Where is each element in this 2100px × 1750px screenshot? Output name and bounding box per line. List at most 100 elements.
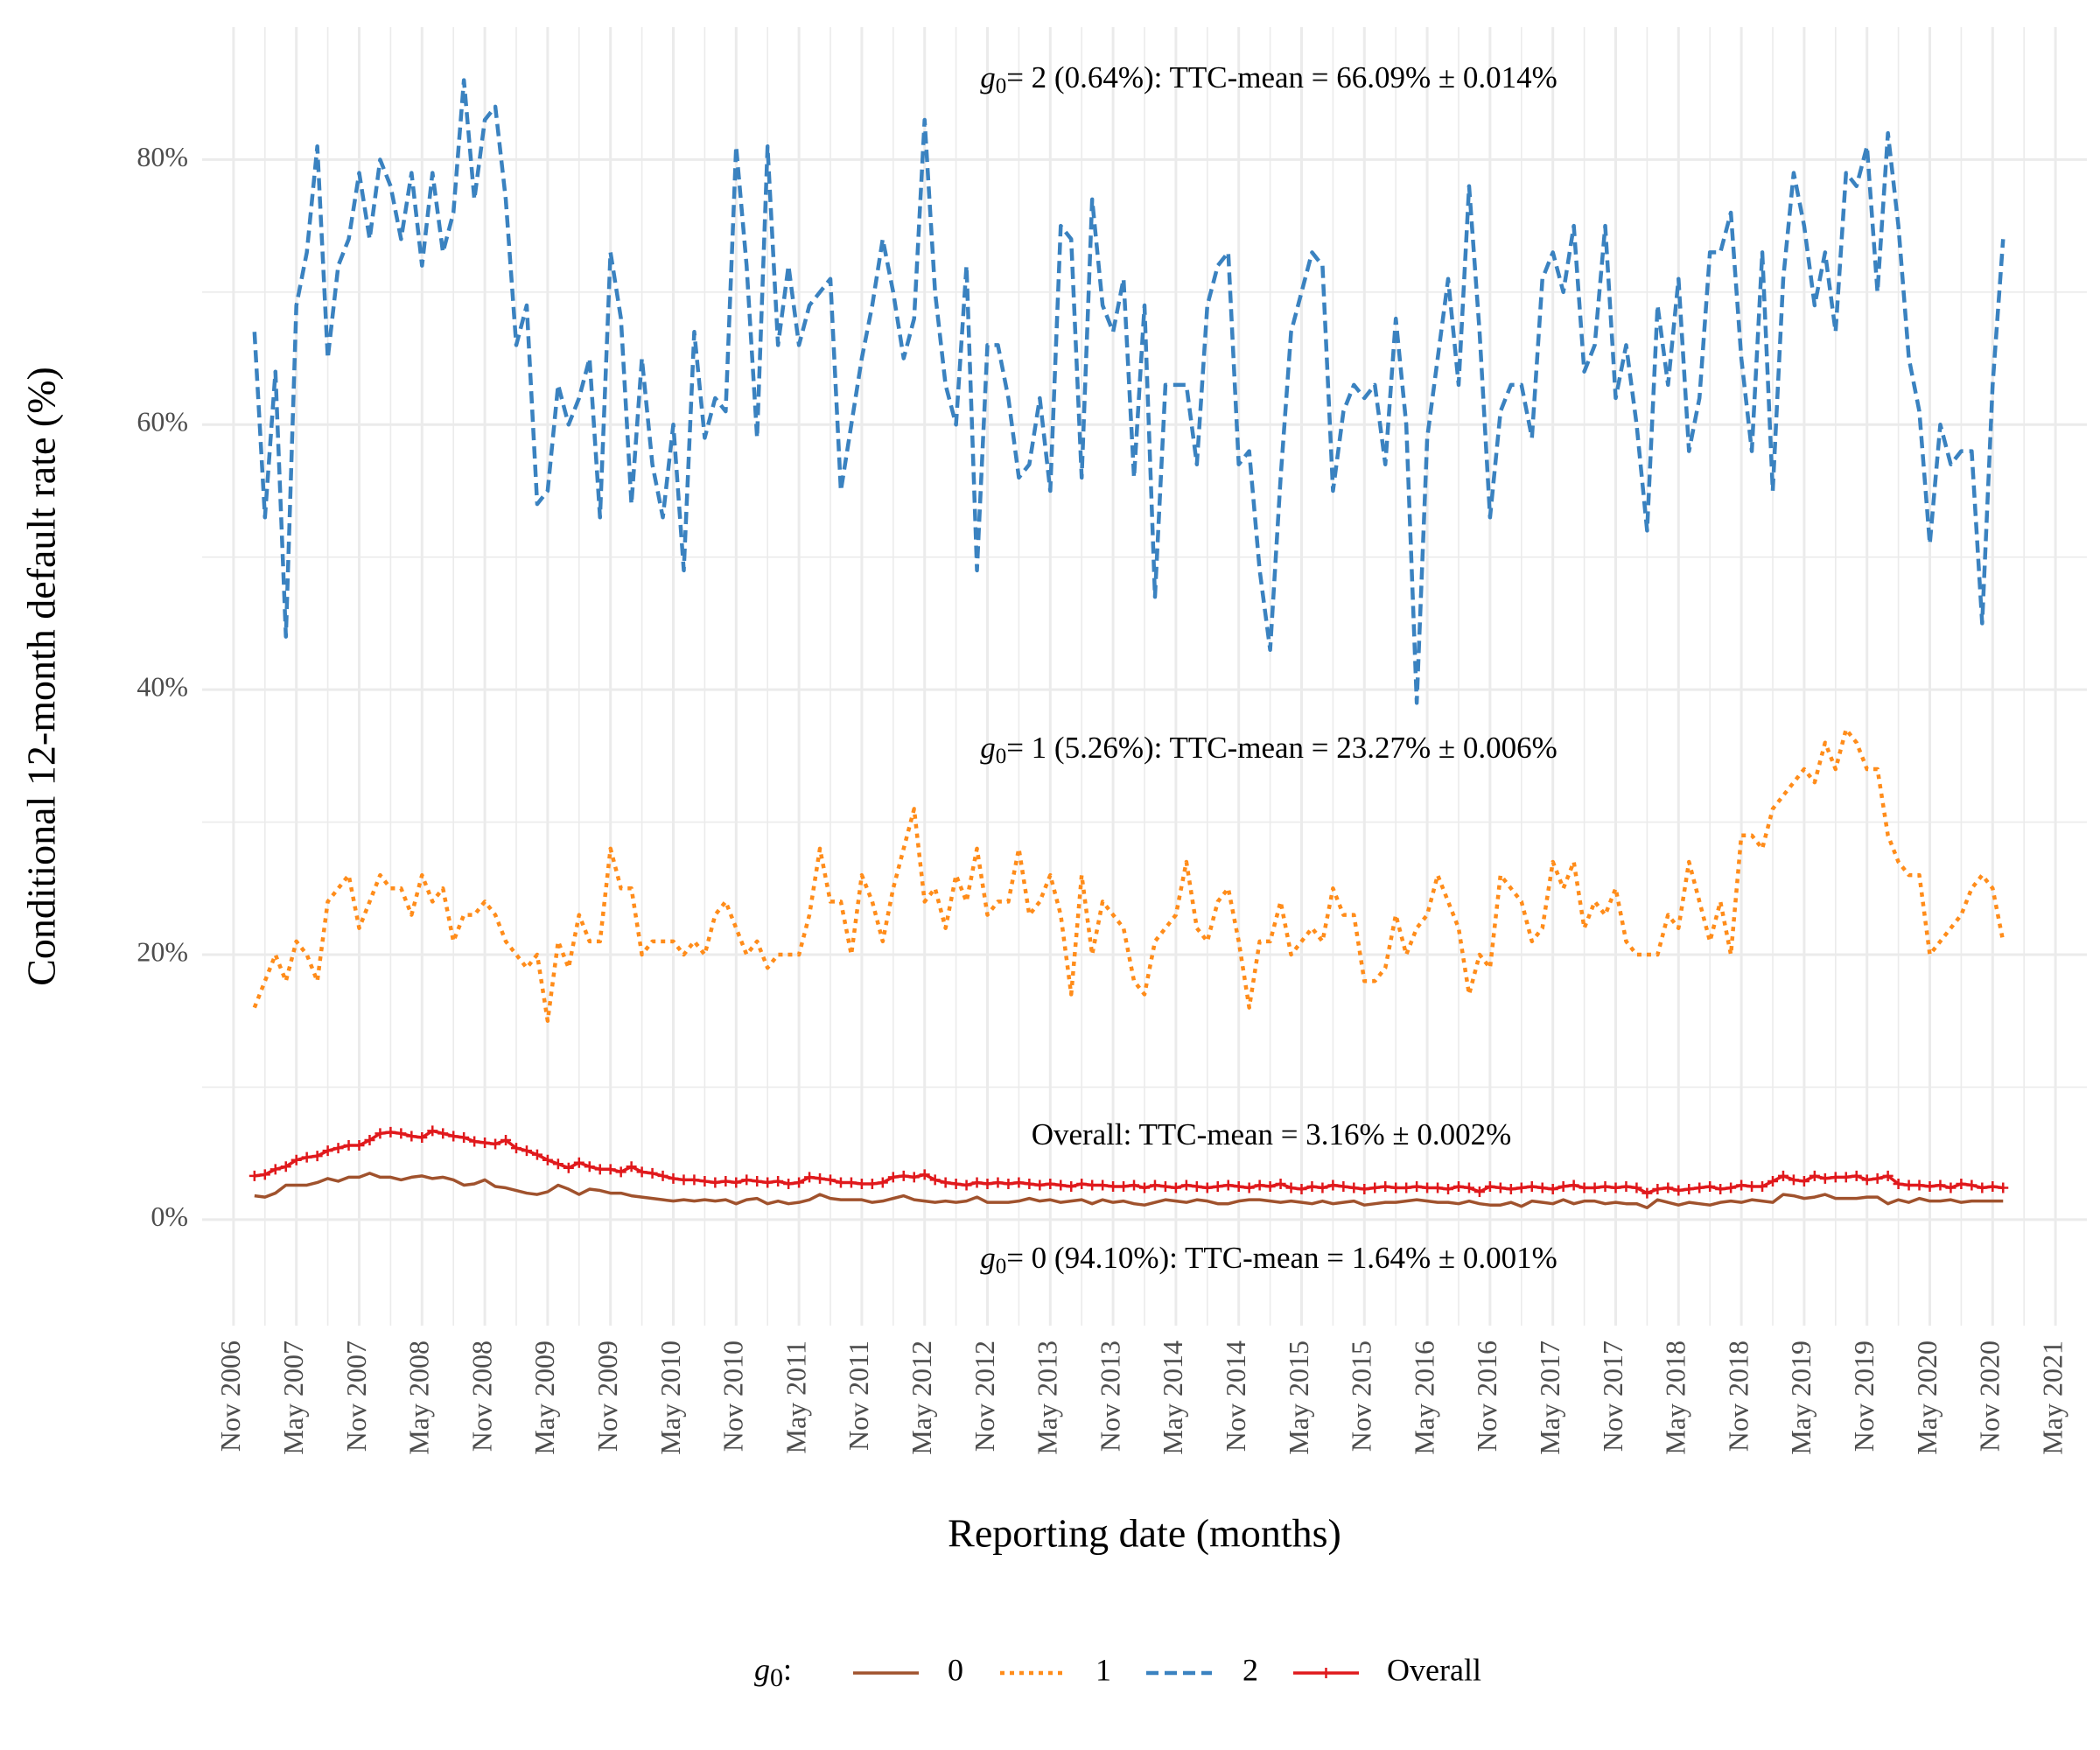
x-tick-label: Nov 2006 [214, 1340, 246, 1452]
point-marker [1159, 1181, 1171, 1192]
x-tick-label: May 2013 [1032, 1340, 1063, 1455]
annotation-text: = 0 (94.10%): TTC-mean = 1.64% ± 0.001% [1006, 1241, 1558, 1275]
point-marker [1547, 1184, 1558, 1195]
point-marker [1338, 1181, 1349, 1192]
point-marker [773, 1175, 784, 1186]
point-marker [908, 1172, 920, 1183]
annotation-subscript: 0 [996, 1255, 1007, 1278]
point-marker [1422, 1182, 1433, 1194]
legend-label: 0 [948, 1652, 963, 1687]
point-marker [919, 1169, 930, 1180]
point-marker [1149, 1180, 1160, 1191]
point-marker [815, 1172, 826, 1184]
point-marker [762, 1177, 774, 1188]
point-marker [521, 1145, 532, 1157]
point-marker [689, 1174, 700, 1186]
point-marker [1673, 1185, 1684, 1196]
point-marker [1966, 1180, 1978, 1191]
point-marker [1097, 1180, 1109, 1191]
point-marker [1024, 1178, 1035, 1189]
point-marker [374, 1128, 386, 1139]
point-marker [720, 1175, 732, 1186]
annotation: g0= 2 (0.64%): TTC-mean = 66.09% ± 0.014… [980, 60, 1558, 98]
annotation-subscript: 0 [996, 745, 1007, 768]
x-tick-label: Nov 2016 [1471, 1340, 1502, 1452]
x-tick-label: Nov 2018 [1722, 1340, 1754, 1452]
x-tick-label: May 2009 [528, 1340, 560, 1455]
point-marker [1746, 1181, 1758, 1192]
point-marker [678, 1174, 690, 1186]
point-marker [1704, 1181, 1716, 1192]
x-tick-label: May 2008 [403, 1340, 435, 1455]
point-marker [416, 1131, 428, 1143]
point-marker [594, 1164, 606, 1175]
point-marker [1233, 1181, 1244, 1192]
annotation: g0= 0 (94.10%): TTC-mean = 1.64% ± 0.001… [980, 1241, 1558, 1278]
point-marker [531, 1149, 542, 1160]
x-tick-label: May 2007 [277, 1340, 309, 1455]
x-tick-label: Nov 2010 [718, 1340, 749, 1452]
point-marker [1474, 1186, 1485, 1198]
point-marker [448, 1130, 459, 1142]
point-marker [898, 1170, 909, 1181]
point-marker [1296, 1184, 1307, 1195]
labels: 0% 20% 40% 60% 80% Nov 2006 May 2007 Nov 2007 Ma… [136, 60, 2068, 1455]
point-marker [1359, 1184, 1370, 1195]
point-marker [584, 1161, 595, 1172]
point-marker [1998, 1182, 2009, 1194]
point-marker [1118, 1181, 1130, 1192]
point-marker [1987, 1181, 1998, 1192]
point-marker [1977, 1182, 1988, 1194]
y-tick-label: 60% [136, 406, 188, 438]
point-marker [573, 1157, 584, 1168]
point-marker [1872, 1172, 1883, 1184]
point-marker [1798, 1175, 1810, 1186]
point-marker [1642, 1187, 1653, 1199]
point-marker [982, 1178, 993, 1189]
point-marker [1914, 1180, 1925, 1191]
point-marker [1275, 1178, 1286, 1189]
legend-label: 1 [1096, 1652, 1111, 1687]
point-marker [1432, 1182, 1444, 1194]
point-marker [1851, 1170, 1862, 1181]
point-marker [469, 1136, 480, 1147]
point-marker [290, 1154, 302, 1166]
annotation-text: Overall: TTC-mean = 3.16% ± 0.002% [1032, 1117, 1512, 1152]
x-tick-label: May 2020 [1911, 1340, 1942, 1455]
point-marker [248, 1170, 260, 1181]
legend-title: g0: [754, 1652, 792, 1692]
point-marker [992, 1177, 1004, 1188]
point-marker [1108, 1181, 1119, 1192]
point-marker [1317, 1182, 1328, 1194]
point-marker [322, 1145, 333, 1157]
point-marker [1129, 1180, 1140, 1191]
annotation-text: = 1 (5.26%): TTC-mean = 23.27% ± 0.006% [1006, 731, 1558, 765]
point-marker [1620, 1181, 1632, 1192]
point-marker [1526, 1181, 1537, 1192]
point-marker [1348, 1182, 1360, 1194]
point-marker [877, 1177, 888, 1188]
legend: g0: 0 1 2 Overall [754, 1652, 1481, 1692]
point-marker [1830, 1172, 1841, 1183]
x-tick-label: Nov 2011 [843, 1340, 874, 1451]
point-marker [1390, 1182, 1402, 1194]
point-marker [1003, 1178, 1014, 1189]
point-marker [1066, 1181, 1077, 1192]
point-marker [354, 1140, 365, 1152]
series-line [252, 78, 2006, 705]
x-tick-label: May 2018 [1660, 1340, 1691, 1455]
point-marker [427, 1125, 438, 1137]
point-marker [1243, 1182, 1255, 1194]
x-tick-label: May 2010 [654, 1340, 686, 1455]
point-marker [825, 1174, 836, 1186]
point-marker [1306, 1181, 1318, 1192]
point-marker [1320, 1668, 1332, 1678]
x-tick-label: Nov 2007 [340, 1340, 372, 1452]
series-line [252, 727, 2006, 1023]
x-tick-label: Nov 2012 [969, 1340, 1000, 1452]
point-marker [752, 1175, 763, 1186]
point-marker [929, 1174, 941, 1186]
point-marker [636, 1166, 648, 1178]
point-marker [1076, 1178, 1088, 1189]
point-marker [1034, 1180, 1046, 1191]
